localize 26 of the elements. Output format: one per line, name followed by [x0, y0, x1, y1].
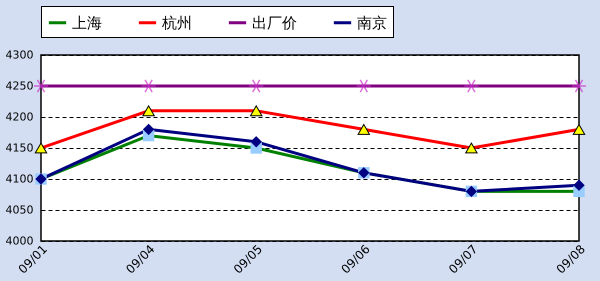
y-tick-label: 4000	[6, 234, 34, 248]
point	[140, 79, 156, 93]
point	[142, 105, 155, 116]
point	[573, 180, 585, 191]
y-tick-label: 4150	[6, 142, 34, 154]
point	[358, 124, 370, 135]
point	[464, 79, 480, 93]
point	[33, 79, 49, 93]
y-tick-label: 4300	[6, 48, 34, 62]
point	[250, 136, 262, 148]
y-tick-label: 4050	[6, 204, 34, 216]
point	[572, 124, 586, 135]
point	[571, 79, 587, 93]
legend-label: 出厂价	[252, 14, 297, 32]
point	[34, 142, 48, 154]
point	[142, 124, 154, 136]
point	[248, 79, 264, 93]
legend-label: 杭州	[161, 14, 192, 32]
y-tick-label: 4250	[6, 80, 34, 92]
y-tick-label: 4100	[6, 172, 34, 186]
point	[250, 105, 262, 116]
point	[356, 79, 372, 93]
y-tick-label: 4200	[6, 110, 34, 124]
legend-label: 南京	[357, 14, 387, 32]
point	[465, 142, 478, 154]
legend-label: 上海	[72, 14, 102, 32]
